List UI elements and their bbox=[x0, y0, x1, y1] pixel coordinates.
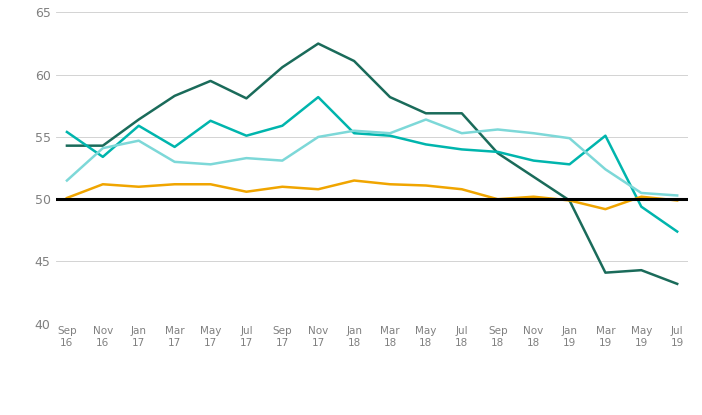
China bbox=[242, 189, 251, 194]
China bbox=[278, 184, 286, 189]
US bbox=[673, 193, 682, 198]
UK bbox=[673, 229, 682, 234]
US bbox=[314, 134, 322, 139]
China bbox=[673, 198, 682, 203]
Germany bbox=[135, 117, 143, 122]
US bbox=[242, 156, 251, 161]
Line: China: China bbox=[67, 181, 677, 209]
UK bbox=[206, 118, 215, 123]
US bbox=[98, 146, 107, 151]
Germany bbox=[314, 41, 322, 46]
China bbox=[171, 182, 179, 187]
Germany bbox=[350, 59, 358, 63]
UK bbox=[135, 123, 143, 128]
US bbox=[278, 158, 286, 163]
China bbox=[529, 194, 538, 199]
UK bbox=[386, 133, 395, 138]
US bbox=[135, 138, 143, 143]
US bbox=[637, 190, 646, 195]
US bbox=[565, 136, 574, 141]
China bbox=[494, 197, 502, 202]
China bbox=[422, 183, 430, 188]
Germany bbox=[278, 65, 286, 70]
UK bbox=[422, 142, 430, 147]
China bbox=[458, 187, 466, 192]
China bbox=[565, 198, 574, 203]
US bbox=[458, 131, 466, 136]
US bbox=[350, 128, 358, 133]
US bbox=[601, 167, 609, 172]
Germany bbox=[171, 93, 179, 98]
Germany bbox=[422, 111, 430, 116]
Germany bbox=[242, 96, 251, 101]
China bbox=[601, 207, 609, 212]
UK bbox=[494, 149, 502, 154]
China bbox=[62, 195, 71, 200]
UK bbox=[565, 162, 574, 167]
UK bbox=[242, 133, 251, 138]
Germany bbox=[637, 268, 646, 273]
Germany bbox=[98, 143, 107, 148]
Line: US: US bbox=[67, 120, 677, 195]
US bbox=[494, 127, 502, 132]
Germany bbox=[386, 95, 395, 100]
Germany bbox=[206, 78, 215, 83]
China bbox=[386, 182, 395, 187]
UK bbox=[98, 154, 107, 159]
UK bbox=[278, 123, 286, 128]
UK bbox=[314, 95, 322, 100]
China bbox=[135, 184, 143, 189]
UK bbox=[601, 133, 609, 138]
Line: Germany: Germany bbox=[67, 44, 677, 284]
Germany bbox=[494, 151, 502, 156]
China bbox=[314, 187, 322, 192]
UK bbox=[171, 144, 179, 149]
China bbox=[350, 178, 358, 183]
US bbox=[386, 131, 395, 136]
China bbox=[98, 182, 107, 187]
US bbox=[62, 178, 71, 183]
US bbox=[529, 131, 538, 136]
Germany bbox=[458, 111, 466, 116]
Germany bbox=[565, 198, 574, 203]
US bbox=[171, 159, 179, 164]
Germany bbox=[601, 270, 609, 275]
Germany bbox=[673, 281, 682, 286]
US bbox=[206, 162, 215, 167]
UK bbox=[350, 131, 358, 136]
Line: UK: UK bbox=[67, 97, 677, 232]
China bbox=[637, 194, 646, 199]
Germany bbox=[529, 174, 538, 179]
US bbox=[422, 117, 430, 122]
Germany bbox=[62, 143, 71, 148]
UK bbox=[529, 158, 538, 163]
China bbox=[206, 182, 215, 187]
UK bbox=[637, 204, 646, 209]
UK bbox=[458, 147, 466, 152]
UK bbox=[62, 129, 71, 134]
